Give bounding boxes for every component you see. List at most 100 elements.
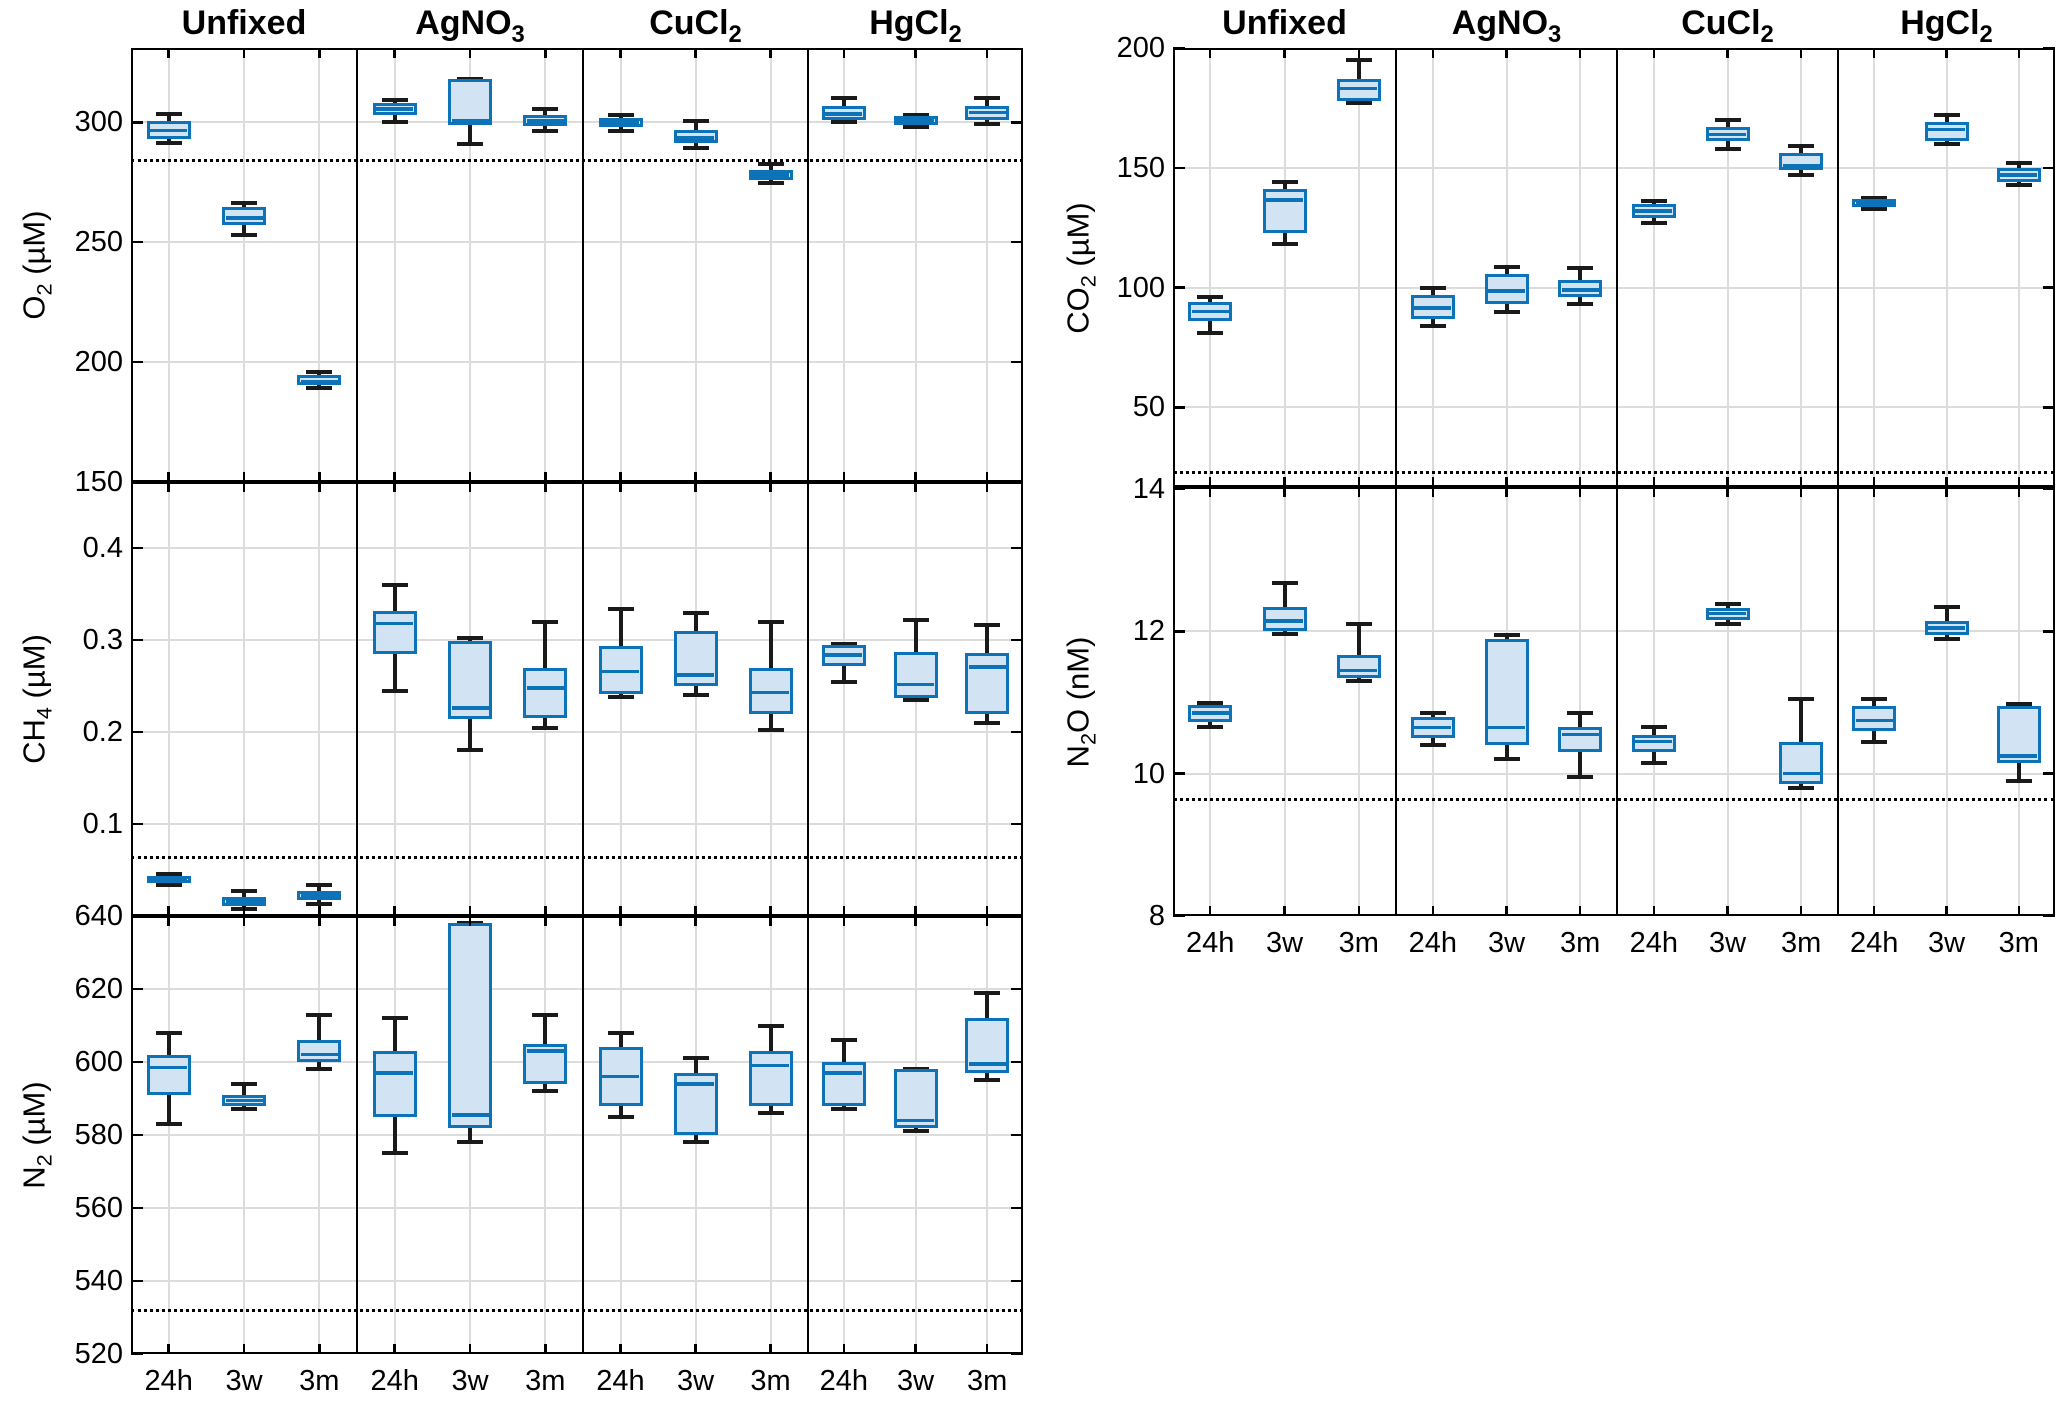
n2o-HgCl2-3w-whisker-cap-high (1933, 604, 1960, 609)
o2-xtick-bottom (468, 472, 472, 482)
co2-xtick-top (1578, 48, 1582, 58)
o2-xtick-bottom (985, 472, 989, 482)
n2o-xtick-bottom (2017, 906, 2021, 916)
co2-gridline-x (2017, 48, 2020, 487)
ch4-ytick (131, 822, 143, 826)
o2-xtick-bottom (694, 472, 697, 482)
ch4-ytick-right (1011, 638, 1023, 642)
n2o-xtick-bottom (1799, 906, 1803, 916)
co2-xtick-top (1283, 48, 1286, 58)
n2o-axis-title: N2O (nM) (1061, 636, 1101, 767)
xtick-label-CuCl2-3w: 3w (676, 1365, 715, 1397)
o2-gridline-x (619, 48, 622, 482)
n2o-xtick-top (1799, 487, 1803, 497)
co2-gridline-x (1945, 48, 1948, 487)
o2-Unfixed-3w-whisker-cap-high (231, 200, 257, 205)
n2-xtick-bottom (468, 1344, 472, 1354)
co2-xtick-bottom (1578, 477, 1582, 487)
o2-AgNO3-24h-whisker-cap-low (381, 120, 408, 125)
o2-CuCl2-3m-median-line (752, 173, 789, 177)
treatment-header-Unfixed: Unfixed (1145, 6, 1425, 40)
ch4-xtick-top (468, 482, 472, 492)
o2-gridline-x (694, 48, 697, 482)
o2-ytick-right (1011, 240, 1023, 244)
n2o-CuCl2-24h-whisker-cap-high (1640, 725, 1667, 730)
ch4-HgCl2-3w-whisker-cap-high (902, 617, 929, 622)
label-text: 2 (31, 1154, 57, 1167)
ch4-xtick-bottom (914, 906, 917, 916)
ch4-AgNO3-3m-whisker-cap-high (532, 619, 559, 624)
label-text: CuCl (1681, 4, 1761, 42)
xtick-label-Unfixed-3m: 3m (299, 1365, 340, 1397)
n2-Unfixed-24h-whisker-cap-high (155, 1030, 182, 1035)
o2-xtick-bottom (842, 472, 846, 482)
co2-HgCl2-3w-median-line (1928, 127, 1965, 132)
ch4-treatment-separator (806, 482, 810, 916)
co2-gridline-y (1173, 286, 2055, 289)
n2o-AgNO3-3w-whisker-cap-low (1493, 757, 1520, 762)
n2-Unfixed-3w-median-line (225, 1098, 263, 1103)
n2-xtick-bottom (619, 1344, 622, 1354)
co2-HgCl2-3w-whisker-cap-high (1933, 113, 1960, 118)
ch4-xtick-top (167, 482, 170, 492)
n2o-xtick-bottom (1726, 906, 1729, 916)
co2-xtick-top (1357, 48, 1361, 58)
n2o-xtick-top (1208, 487, 1212, 497)
n2-xtick-bottom (769, 1344, 772, 1354)
ch4-ytick-label: 0.4 (82, 532, 123, 565)
ch4-xtick-bottom (619, 906, 622, 916)
ch4-AgNO3-3m-whisker-cap-low (532, 725, 559, 730)
co2-ytick-right (2043, 406, 2055, 409)
n2o-Unfixed-24h-whisker-cap-low (1197, 724, 1224, 729)
ch4-ytick-right (1011, 822, 1023, 826)
n2o-xtick-top (1431, 487, 1435, 497)
o2-xtick-bottom (769, 472, 772, 482)
n2o-AgNO3-3m-whisker-cap-low (1567, 775, 1594, 780)
ch4-xtick-top (694, 482, 697, 492)
n2-gridline-y (131, 1134, 1023, 1136)
o2-HgCl2-3m-median-line (968, 110, 1006, 115)
n2-xtick-top (393, 916, 396, 926)
n2o-xtick-bottom (1357, 906, 1361, 916)
ch4-ytick-label: 0.1 (82, 808, 123, 841)
co2-ytick (1173, 166, 1185, 170)
o2-Unfixed-3w-box (222, 207, 266, 226)
n2-ytick-right (1011, 1060, 1023, 1064)
o2-xtick-top (544, 48, 547, 58)
n2-xtick-top (842, 916, 846, 926)
o2-gridline-y (131, 121, 1023, 124)
label-text: Unfixed (181, 4, 307, 42)
ch4-HgCl2-24h-whisker-cap-high (830, 641, 857, 646)
ch4-HgCl2-3m-box (965, 653, 1010, 714)
co2-AgNO3-3w-whisker-cap-high (1493, 265, 1520, 270)
n2-Unfixed-3m-whisker-cap-low (306, 1067, 333, 1072)
n2-xtick-top (468, 916, 472, 926)
n2o-gridline-x (1357, 487, 1360, 916)
o2-gridline-x (914, 48, 917, 482)
xtick-label-CuCl2-3m: 3m (1781, 927, 1822, 959)
ch4-xtick-bottom (242, 906, 246, 916)
co2-reference-line (1173, 470, 2055, 474)
n2-xtick-bottom (167, 1344, 170, 1354)
ch4-panel (131, 482, 1023, 916)
n2o-xtick-top (1283, 487, 1286, 497)
ch4-HgCl2-3m-whisker-cap-high (974, 623, 1001, 628)
ch4-CuCl2-24h-median-line (602, 669, 639, 674)
n2o-ytick-right (2043, 914, 2055, 918)
ch4-ytick (131, 638, 143, 642)
n2o-xtick-top (1357, 487, 1361, 497)
label-text: 2 (1979, 20, 1993, 48)
n2o-AgNO3-3w-median-line (1488, 725, 1525, 730)
treatment-header-HgCl2: HgCl2 (776, 6, 1056, 46)
co2-xtick-bottom (1872, 477, 1876, 487)
o2-CuCl2-3w-whisker-cap-low (682, 145, 709, 150)
n2-HgCl2-24h-box (821, 1062, 866, 1106)
o2-gridline-x (393, 48, 396, 482)
co2-CuCl2-3m-median-line (1782, 163, 1820, 168)
n2-HgCl2-24h-median-line (825, 1071, 863, 1075)
n2o-HgCl2-24h-whisker-cap-high (1861, 697, 1888, 701)
co2-xtick-top (2017, 48, 2021, 58)
n2o-gridline-x (1652, 487, 1655, 916)
ch4-xtick-bottom (842, 906, 846, 916)
ch4-AgNO3-3m-box (523, 667, 568, 719)
